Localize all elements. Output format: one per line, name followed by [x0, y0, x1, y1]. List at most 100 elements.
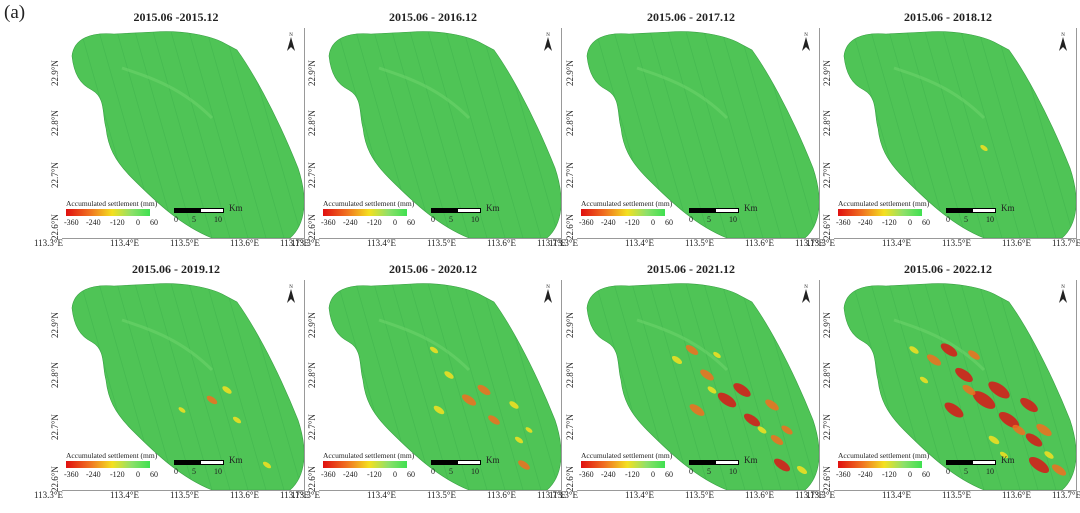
texture-line — [408, 31, 470, 238]
latitude-label: 22.7°N — [50, 162, 60, 188]
settlement-legend: Accumulated settlement (mm) -360 -240 -120 0… — [836, 451, 940, 487]
north-arrow-icon: N — [802, 285, 810, 303]
latitude-label: 22.7°N — [565, 414, 575, 440]
texture-line — [893, 318, 986, 372]
scale-tick-label: 10 — [214, 467, 222, 476]
study-area-region — [843, 31, 1076, 238]
legend-title: Accumulated settlement (mm) — [838, 199, 930, 208]
scale-bar: Km 0 5 10 — [946, 455, 1046, 485]
texture-line — [187, 283, 249, 490]
texture-line — [372, 31, 434, 238]
scale-tick-label: 5 — [707, 467, 711, 476]
settlement-patch — [222, 386, 232, 394]
settlement-patch — [178, 407, 186, 413]
longitude-label: 113.3°E — [34, 238, 64, 248]
panel-title: 2015.06 - 2020.12 — [389, 262, 477, 276]
texture-line — [702, 283, 764, 490]
legend-tick-label: -240 — [601, 218, 616, 227]
texture-line — [187, 31, 249, 238]
scale-tick-label: 10 — [986, 467, 994, 476]
texture-line — [887, 283, 949, 490]
texture-line — [684, 283, 746, 490]
settlement-patch — [909, 346, 919, 354]
settlement-patch — [444, 371, 454, 379]
legend-tick-label: 60 — [665, 218, 673, 227]
settlement-patch — [733, 383, 751, 397]
settlement-patch — [1028, 457, 1050, 473]
north-arrow-icon: N — [544, 285, 552, 303]
settlement-patch — [509, 401, 519, 409]
legend-tick-label: 0 — [136, 218, 140, 227]
texture-line — [666, 283, 728, 490]
scale-segment — [715, 208, 739, 213]
settlement-patch — [433, 405, 445, 415]
scale-tick-label: 5 — [192, 215, 196, 224]
north-arrow-icon: N — [1059, 33, 1067, 51]
texture-line — [905, 283, 967, 490]
longitude-label: 113.6°E — [1002, 490, 1032, 500]
longitude-label: 113.5°E — [942, 490, 972, 500]
map-frame: N Accumulated settlement (mm) -360 -240 -120… — [834, 28, 1077, 239]
texture-line — [169, 31, 231, 238]
latitude-label: 22.7°N — [307, 414, 317, 440]
scale-tick-label: 0 — [946, 467, 950, 476]
texture-line — [720, 31, 782, 238]
study-area-region — [328, 31, 561, 238]
scale-tick-label: 0 — [431, 467, 435, 476]
study-area-region — [71, 31, 304, 238]
scale-tick-label: 5 — [449, 467, 453, 476]
scale-segment — [431, 460, 457, 465]
longitude-label: 113.6°E — [487, 238, 517, 248]
north-arrow-icon: N — [287, 285, 295, 303]
legend-tick-label: -360 — [321, 218, 336, 227]
scale-bar: Km 0 5 10 — [689, 455, 789, 485]
color-ramp — [66, 461, 150, 468]
scale-tick-label: 10 — [214, 215, 222, 224]
map-frame: N Accumulated settlement (mm) -360 -240 -120… — [319, 28, 562, 239]
settlement-patch — [707, 386, 717, 394]
longitude-label: 113.3°E — [291, 490, 321, 500]
north-arrow-icon: N — [544, 33, 552, 51]
latitude-label: 22.9°N — [50, 60, 60, 86]
settlement-patch — [262, 461, 272, 469]
settlement-map — [328, 283, 561, 490]
longitude-label: 113.7°E — [795, 238, 825, 248]
texture-line — [121, 66, 214, 120]
longitude-label: 113.5°E — [685, 490, 715, 500]
legend-tick-label: 0 — [651, 218, 655, 227]
scale-segment — [689, 460, 715, 465]
longitude-label: 113.4°E — [367, 238, 397, 248]
longitude-label: 113.3°E — [549, 238, 579, 248]
panel-title: 2015.06 - 2019.12 — [132, 262, 220, 276]
scale-unit: Km — [486, 455, 500, 465]
legend-tick-label: -360 — [64, 218, 79, 227]
scale-tick-label: 5 — [449, 215, 453, 224]
panel-title: 2015.06 - 2018.12 — [904, 10, 992, 24]
longitude-label: 113.3°E — [549, 490, 579, 500]
legend-tick-label: -120 — [625, 218, 640, 227]
longitude-label: 113.5°E — [427, 490, 457, 500]
map-panel: 2015.06 -2015.12 N Accumulated settlement … — [34, 10, 309, 253]
svg-text:N: N — [804, 285, 808, 290]
settlement-patch — [1020, 397, 1038, 413]
scale-tick-label: 0 — [689, 215, 693, 224]
legend-tick-label: -240 — [86, 218, 101, 227]
latitude-label: 22.9°N — [307, 60, 317, 86]
legend-tick-label: 0 — [651, 470, 655, 479]
latitude-label: 22.8°N — [307, 362, 317, 388]
texture-line — [636, 318, 729, 372]
texture-line — [205, 31, 267, 238]
longitude-label: 113.5°E — [427, 238, 457, 248]
scale-tick-label: 0 — [946, 215, 950, 224]
scale-tick-label: 0 — [174, 467, 178, 476]
legend-tick-label: -120 — [882, 470, 897, 479]
scale-segment — [715, 460, 739, 465]
scale-tick-label: 10 — [729, 467, 737, 476]
panel-title: 2015.06 - 2022.12 — [904, 262, 992, 276]
settlement-map — [71, 283, 304, 490]
texture-line — [720, 283, 782, 490]
settlement-patch — [429, 346, 439, 354]
legend-tick-label: -240 — [343, 470, 358, 479]
longitude-label: 113.3°E — [291, 238, 321, 248]
texture-line — [702, 31, 764, 238]
